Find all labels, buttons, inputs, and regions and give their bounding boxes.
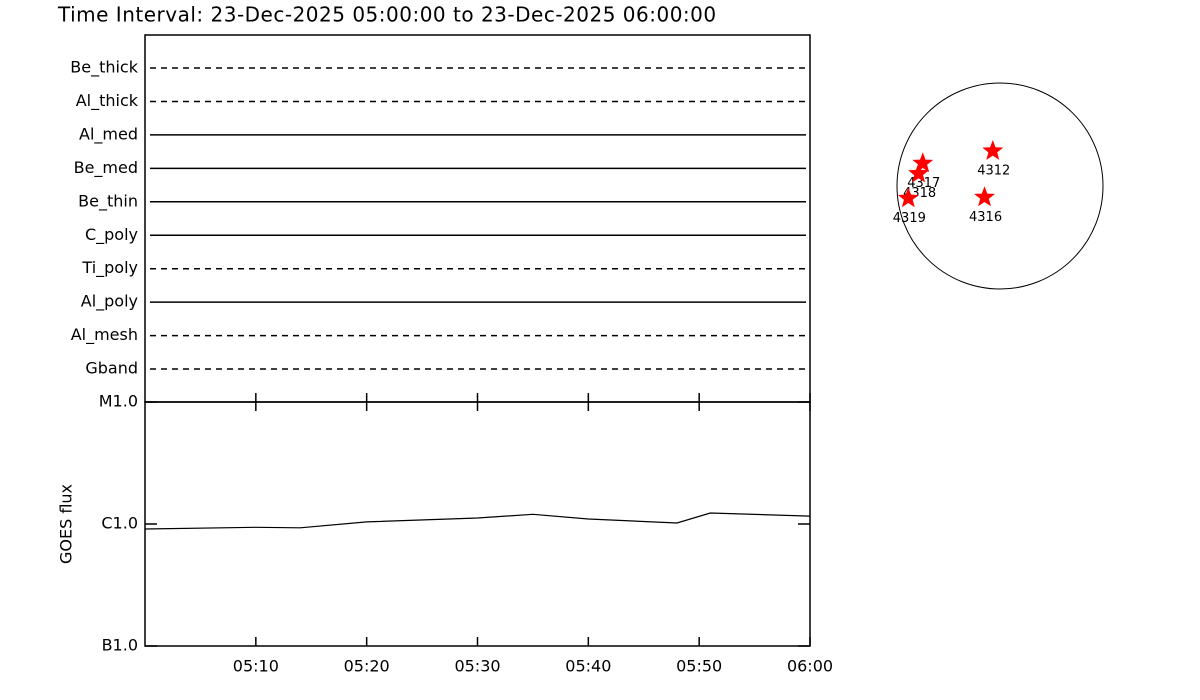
x-tick-label: 05:20	[344, 657, 390, 676]
filter-panel	[144, 34, 811, 403]
filter-label: Al_med	[79, 124, 138, 144]
x-tick-label: 05:40	[565, 657, 611, 676]
solar-disk	[896, 82, 1104, 290]
region-label: 4312	[977, 163, 1010, 178]
y-tick-label: B1.0	[102, 636, 138, 655]
y-tick-label: C1.0	[101, 514, 138, 533]
x-tick-label: 05:30	[454, 657, 500, 676]
goes-panel	[144, 401, 811, 647]
y-tick-label: M1.0	[99, 392, 138, 411]
region-label: 4316	[969, 210, 1002, 225]
filter-label: Gband	[85, 359, 138, 378]
filter-label: Al_poly	[81, 292, 138, 312]
region-marker	[908, 162, 930, 183]
x-tick-label: 06:00	[787, 657, 833, 676]
filter-label: Al_thick	[76, 91, 139, 111]
region-marker	[974, 186, 995, 207]
filter-label: Be_thin	[78, 191, 138, 211]
region-marker	[912, 152, 934, 173]
filter-label: C_poly	[85, 225, 138, 245]
region-marker	[982, 140, 1004, 160]
filter-label: Be_thick	[70, 58, 138, 78]
y-axis-label: GOES flux	[57, 484, 76, 564]
filter-label: Al_mesh	[71, 325, 138, 345]
region-label: 4319	[893, 211, 926, 226]
x-tick-label: 05:10	[233, 657, 279, 676]
x-tick-label: 05:50	[676, 657, 722, 676]
goes-line	[144, 512, 811, 530]
filter-label: Ti_poly	[81, 258, 138, 278]
filter-label: Be_med	[74, 158, 138, 178]
region-marker	[897, 187, 919, 208]
chart-title: Time Interval: 23-Dec-2025 05:00:00 to 2…	[57, 3, 717, 27]
